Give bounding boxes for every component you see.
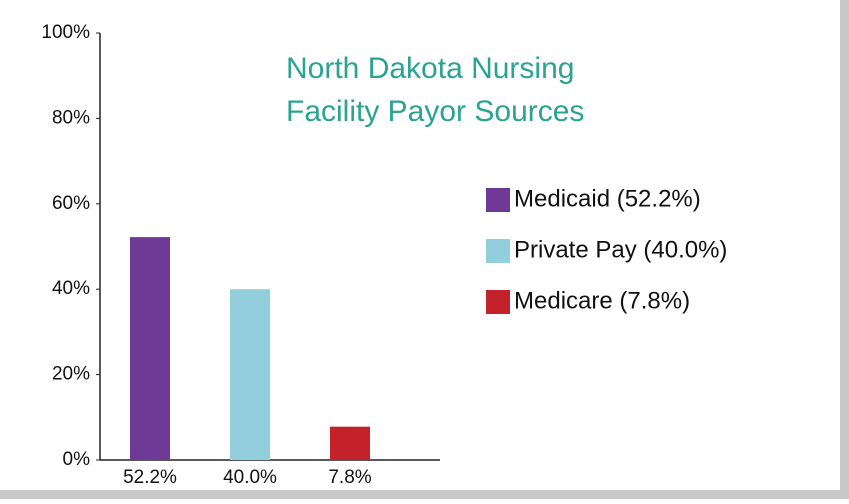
legend-label: Medicare (7.8%) [514, 287, 690, 314]
y-tick-label: 80% [52, 107, 90, 128]
chart-title: North Dakota Nursing [286, 52, 574, 85]
x-tick-label: 40.0% [223, 467, 277, 488]
bar [230, 289, 270, 460]
bar [130, 237, 170, 460]
y-tick-label: 60% [52, 193, 90, 214]
y-tick-label: 20% [52, 364, 90, 385]
legend-label: Private Pay (40.0%) [514, 236, 727, 263]
y-tick-label: 40% [52, 278, 90, 299]
y-tick-label: 100% [41, 22, 90, 43]
bar [330, 426, 370, 460]
chart-title: Facility Payor Sources [286, 95, 584, 128]
x-tick-label: 52.2% [123, 467, 177, 488]
legend-swatch [486, 239, 510, 263]
x-tick-label: 7.8% [328, 467, 371, 488]
legend-label: Medicaid (52.2%) [514, 185, 701, 212]
legend-swatch [486, 188, 510, 212]
legend-swatch [486, 290, 510, 314]
y-tick-label: 0% [63, 449, 91, 470]
